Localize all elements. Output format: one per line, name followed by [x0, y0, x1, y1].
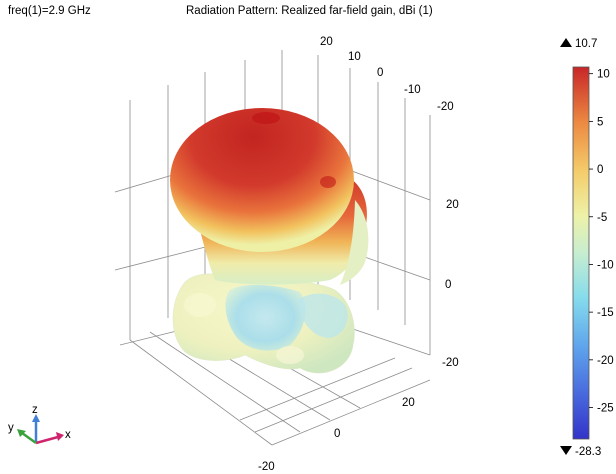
axis-tick-labels: 20 10 0 -10 -20 20 0 -20 20 0 -20: [258, 36, 459, 473]
max-triangle-icon: [560, 38, 572, 47]
frequency-label: freq(1)=2.9 GHz: [8, 5, 91, 17]
x-tick-label: 0: [334, 428, 340, 440]
x-tick-label: 20: [402, 397, 415, 409]
triad-z-label: z: [32, 404, 38, 416]
y-tick-label: -20: [437, 101, 454, 113]
min-triangle-icon: [560, 446, 572, 455]
color-tick-label: -25: [597, 403, 614, 415]
color-tick-label: 5: [597, 116, 603, 128]
x-tick-label: -20: [258, 461, 275, 473]
y-tick-label: 0: [377, 67, 383, 79]
color-tick-label: -15: [597, 307, 614, 319]
z-tick-label: 20: [446, 199, 459, 211]
orientation-triad: z x y: [8, 404, 71, 445]
y-tick-label: 10: [348, 51, 361, 63]
color-tick-label: -20: [597, 355, 614, 367]
triad-x-label: x: [65, 429, 71, 441]
color-tick-label: 0: [597, 164, 603, 176]
color-min-label: -28.3: [575, 446, 601, 458]
y-tick-label: -10: [404, 84, 421, 96]
color-tick-label: 10: [597, 69, 610, 81]
z-tick-label: -20: [442, 357, 459, 369]
color-bar-ticks: 10 5 0 -5 -10 -15 -20 -25: [589, 69, 614, 415]
color-max-label: 10.7: [575, 38, 597, 50]
color-legend: 10.7 -28.3 10 5 0 -5 -10 -15 -20 -25: [560, 38, 614, 458]
plot-title: Radiation Pattern: Realized far-field ga…: [186, 5, 433, 17]
color-tick-label: -10: [597, 259, 614, 271]
color-tick-label: -5: [597, 212, 607, 224]
y-tick-label: 20: [320, 36, 333, 48]
z-tick-label: 0: [445, 279, 451, 291]
triad-y-label: y: [8, 422, 14, 434]
color-bar: [572, 66, 590, 440]
radiation-pattern-surface: [170, 108, 369, 374]
